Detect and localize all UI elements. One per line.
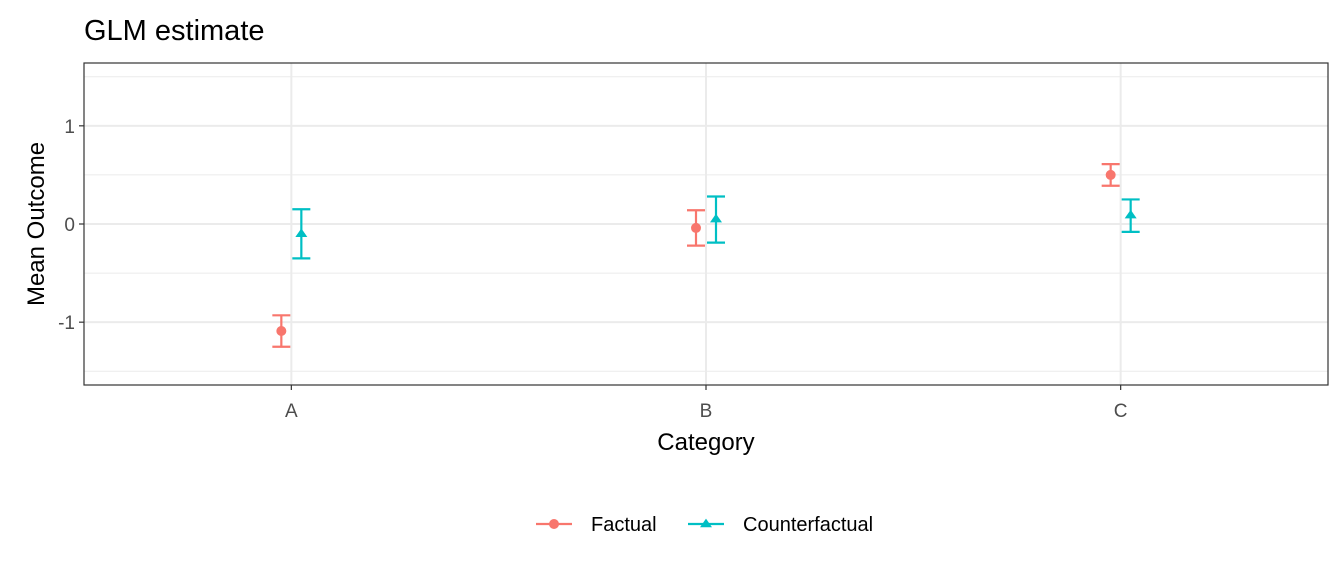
- y-tick-label: -1: [58, 313, 75, 334]
- legend-label: Factual: [591, 514, 657, 536]
- y-axis-title: Mean Outcome: [23, 142, 50, 306]
- legend-key-triangle: [700, 518, 712, 528]
- plot-panel: [83, 62, 1329, 386]
- legend-entry: Factual: [536, 514, 657, 536]
- x-axis: A B C: [285, 385, 1128, 422]
- x-tick-label: C: [1114, 401, 1128, 422]
- legend-entry: Counterfactual: [688, 514, 873, 536]
- data-point-triangle: [1124, 209, 1137, 219]
- data-point-triangle: [710, 213, 722, 223]
- data-point-circle: [691, 222, 701, 233]
- y-tick-label: 1: [64, 117, 75, 138]
- data-point-circle: [1105, 169, 1116, 180]
- data-points: [276, 169, 1137, 337]
- x-axis-title: Category: [657, 429, 754, 456]
- legend-key-circle: [549, 519, 559, 529]
- y-axis: -1 0 1: [58, 117, 84, 334]
- x-tick-label: B: [700, 401, 713, 422]
- legend: Factual Counterfactual: [536, 514, 873, 536]
- y-tick-label: 0: [64, 215, 75, 236]
- chart-title: GLM estimate: [84, 15, 265, 47]
- grid-major: [84, 63, 1328, 385]
- data-point-circle: [276, 326, 287, 337]
- data-point-triangle: [295, 228, 308, 238]
- legend-label: Counterfactual: [743, 514, 873, 536]
- x-tick-label: A: [285, 401, 298, 422]
